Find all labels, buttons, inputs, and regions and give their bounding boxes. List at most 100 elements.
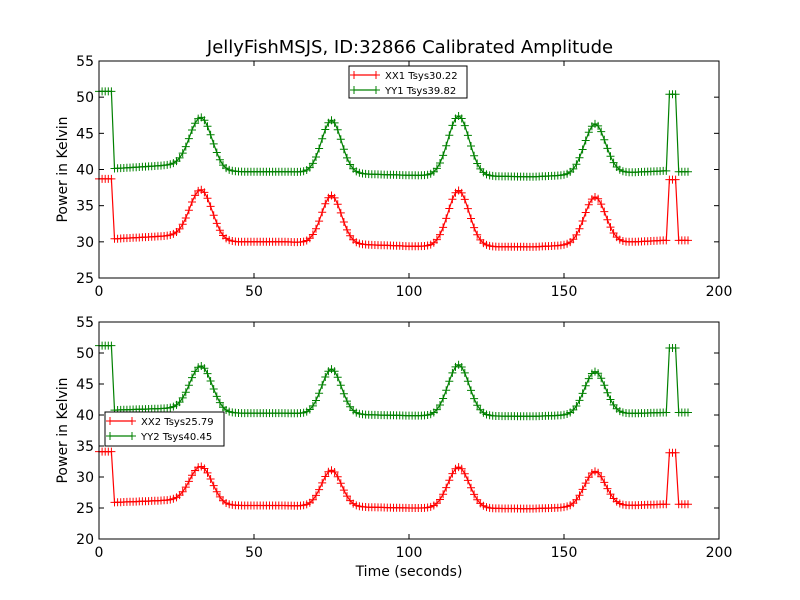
data-point xyxy=(318,208,327,217)
data-point xyxy=(212,487,221,496)
data-point xyxy=(684,236,692,245)
data-point xyxy=(606,152,615,161)
data-point xyxy=(209,385,218,393)
legend-marker xyxy=(372,71,380,79)
data-point xyxy=(662,236,671,245)
data-point xyxy=(606,490,615,499)
data-point xyxy=(578,389,587,398)
data-point xyxy=(445,204,454,213)
data-point xyxy=(330,193,339,202)
data-point xyxy=(339,486,348,495)
y-tick-label: 20 xyxy=(76,532,94,548)
data-point xyxy=(439,394,448,403)
data-point xyxy=(343,492,351,501)
legend-box xyxy=(104,411,225,447)
data-point xyxy=(107,174,116,183)
data-point xyxy=(107,447,116,456)
chart-title: JellyFishMSJS, ID:32866 Calibrated Ampli… xyxy=(206,37,613,58)
data-point xyxy=(305,163,314,172)
data-point xyxy=(436,495,444,504)
data-point xyxy=(448,368,457,377)
data-point xyxy=(209,211,218,220)
data-point xyxy=(330,367,339,376)
data-point xyxy=(581,208,590,217)
data-point xyxy=(175,153,184,162)
data-point xyxy=(470,223,479,232)
data-point xyxy=(442,386,451,395)
data-point xyxy=(206,202,215,211)
data-point xyxy=(460,121,469,130)
legend-entry: YY2 Tsys40.45 xyxy=(140,432,212,443)
data-point xyxy=(432,405,441,414)
data-point xyxy=(575,491,584,500)
y-tick-label: 35 xyxy=(76,439,94,455)
data-point xyxy=(600,478,609,487)
data-point xyxy=(684,408,692,417)
data-point xyxy=(467,483,475,492)
series-line-2-2 xyxy=(99,345,688,417)
data-point xyxy=(662,500,671,509)
data-point xyxy=(606,395,615,404)
data-point xyxy=(107,341,116,350)
x-tick-label: 150 xyxy=(551,284,578,300)
x-tick-label: 150 xyxy=(551,545,578,561)
x-tick-label: 100 xyxy=(396,545,423,561)
data-point xyxy=(442,141,451,150)
data-point xyxy=(597,374,606,383)
series-line-1-2 xyxy=(99,90,688,178)
data-point xyxy=(343,397,351,406)
data-point xyxy=(671,175,680,184)
legend: XX1 Tsys30.22 YY1 Tsys39.82 xyxy=(348,65,468,99)
data-point xyxy=(432,164,441,173)
data-point xyxy=(569,164,578,173)
y-tick-label: 35 xyxy=(76,199,94,215)
data-point xyxy=(206,475,215,483)
y-tick-label: 40 xyxy=(76,408,94,424)
data-point xyxy=(463,131,472,140)
data-point xyxy=(178,393,187,402)
data-point xyxy=(603,388,612,397)
data-point xyxy=(175,224,184,233)
legend-marker xyxy=(106,417,114,425)
y-tick-label: 30 xyxy=(76,235,94,251)
data-point xyxy=(188,198,196,206)
series-markers-2-1 xyxy=(95,447,692,513)
data-point xyxy=(473,230,482,239)
data-point xyxy=(175,398,184,407)
y-tick-label: 25 xyxy=(76,501,94,517)
legend-marker xyxy=(128,432,136,440)
data-point xyxy=(312,491,320,500)
data-point xyxy=(432,235,441,244)
y-tick-label: 25 xyxy=(76,271,94,287)
data-point xyxy=(445,377,454,386)
data-point xyxy=(308,495,317,504)
data-point xyxy=(597,472,606,481)
data-point xyxy=(315,485,324,494)
data-point xyxy=(600,381,609,390)
data-point xyxy=(339,145,348,154)
data-point xyxy=(445,476,454,485)
top-y-axis-label: Power in Kelvin xyxy=(55,116,71,222)
legend-marker xyxy=(106,432,114,440)
data-point xyxy=(662,408,671,417)
data-point xyxy=(215,226,224,235)
data-point xyxy=(203,369,212,378)
data-point xyxy=(671,448,680,457)
x-tick-label: 200 xyxy=(706,545,733,561)
data-point xyxy=(209,139,218,148)
data-point xyxy=(581,381,590,390)
legend: XX2 Tsys25.79 YY2 Tsys40.45 xyxy=(104,411,225,447)
data-point xyxy=(346,160,355,169)
data-point xyxy=(600,135,609,144)
data-point xyxy=(584,374,593,383)
data-point xyxy=(594,369,603,378)
data-point xyxy=(184,477,193,486)
data-point xyxy=(470,151,479,160)
data-point xyxy=(333,200,342,209)
data-point xyxy=(473,159,482,168)
bottom-y-axis-label: Power in Kelvin xyxy=(55,377,71,483)
data-point xyxy=(463,377,472,386)
data-point xyxy=(578,217,587,225)
data-point xyxy=(318,134,327,143)
data-point xyxy=(460,469,469,478)
